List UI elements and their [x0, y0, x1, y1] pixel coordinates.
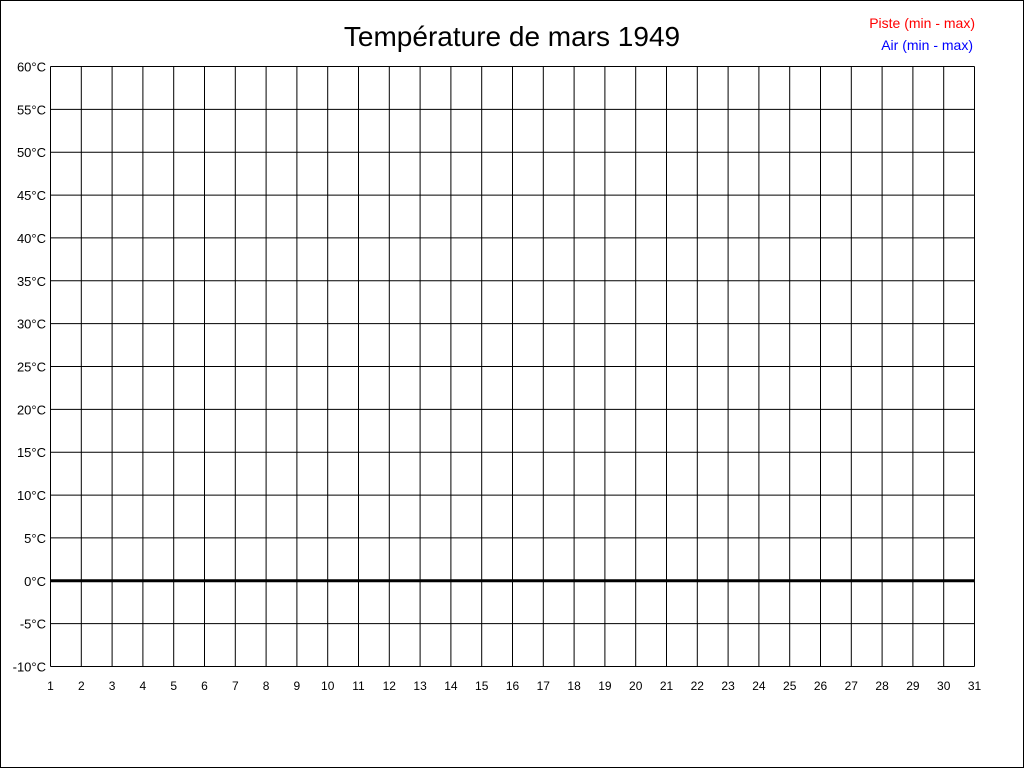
- y-tick-label: 25°C: [17, 360, 46, 375]
- x-tick-label: 16: [506, 679, 520, 693]
- x-tick-label: 3: [109, 679, 116, 693]
- y-tick-label: 40°C: [17, 231, 46, 246]
- x-tick-label: 29: [906, 679, 920, 693]
- x-tick-label: 14: [444, 679, 458, 693]
- x-tick-label: 21: [660, 679, 674, 693]
- legend-air: Air (min - max): [881, 37, 973, 53]
- x-tick-label: 28: [875, 679, 889, 693]
- y-tick-label: 55°C: [17, 102, 46, 117]
- x-tick-label: 7: [232, 679, 239, 693]
- legend-piste: Piste (min - max): [869, 15, 975, 31]
- x-tick-label: 23: [721, 679, 735, 693]
- x-tick-label: 9: [294, 679, 301, 693]
- x-tick-label: 2: [78, 679, 85, 693]
- x-tick-label: 13: [413, 679, 427, 693]
- y-tick-label: 50°C: [17, 145, 46, 160]
- x-tick-label: 11: [352, 679, 365, 693]
- y-tick-label: 0°C: [24, 574, 46, 589]
- y-tick-label: 5°C: [24, 531, 46, 546]
- x-tick-label: 30: [937, 679, 951, 693]
- y-tick-label: -5°C: [20, 617, 46, 632]
- x-tick-label: 24: [752, 679, 766, 693]
- x-tick-label: 22: [691, 679, 705, 693]
- y-tick-label: 15°C: [17, 445, 46, 460]
- y-tick-label: -10°C: [13, 660, 46, 675]
- y-tick-label: 10°C: [17, 488, 46, 503]
- x-tick-label: 27: [845, 679, 859, 693]
- y-tick-label: 20°C: [17, 402, 46, 417]
- x-tick-label: 10: [321, 679, 335, 693]
- x-tick-label: 1: [47, 679, 54, 693]
- x-tick-label: 20: [629, 679, 643, 693]
- x-tick-label: 15: [475, 679, 489, 693]
- y-tick-label: 35°C: [17, 274, 46, 289]
- y-tick-label: 45°C: [17, 188, 46, 203]
- x-tick-label: 8: [263, 679, 270, 693]
- chart-title: Température de mars 1949: [344, 21, 680, 52]
- y-tick-label: 60°C: [17, 60, 46, 75]
- x-tick-label: 26: [814, 679, 828, 693]
- x-tick-label: 31: [968, 679, 982, 693]
- x-tick-label: 25: [783, 679, 797, 693]
- x-tick-label: 4: [140, 679, 147, 693]
- x-tick-label: 18: [567, 679, 581, 693]
- y-tick-label: 30°C: [17, 317, 46, 332]
- x-tick-label: 5: [170, 679, 177, 693]
- x-tick-label: 12: [383, 679, 397, 693]
- x-tick-label: 19: [598, 679, 612, 693]
- x-tick-label: 6: [201, 679, 208, 693]
- x-tick-label: 17: [537, 679, 551, 693]
